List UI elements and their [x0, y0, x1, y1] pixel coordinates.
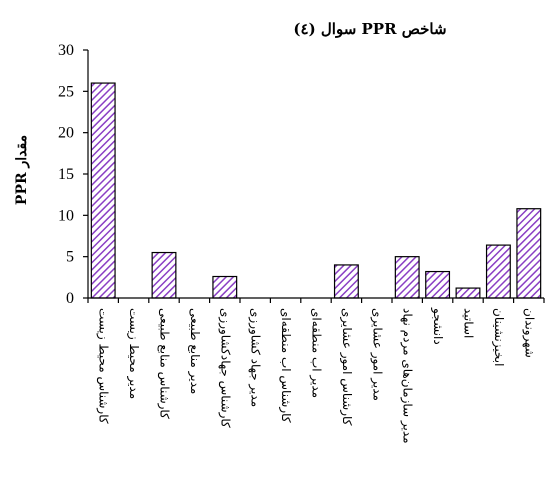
bar [212, 275, 238, 299]
bar [485, 244, 511, 299]
x-category-label: کارشناس منابع طبیعی [157, 308, 172, 419]
y-tick-label: 15 [58, 166, 74, 183]
x-category-label: کارشناس اب منطقه‌ای [278, 308, 293, 423]
x-axis: کارشناس محیط زیست مدیر محیط زیست کارشناس م… [87, 297, 545, 444]
chart-title: شاخص PPR سوال (٤) [293, 20, 446, 38]
bar [90, 82, 116, 299]
y-tick-label: 20 [58, 125, 74, 142]
y-tick-label: 0 [66, 290, 74, 307]
x-category-label: شهروندان [521, 308, 536, 358]
y-tick-label: 10 [58, 207, 74, 224]
bar [394, 256, 420, 299]
x-category-label: دانشجو [430, 307, 445, 345]
y-axis: 0 5 10 15 20 25 30 [58, 42, 89, 307]
y-axis-title: مقدار PPR [14, 135, 30, 205]
x-category-label: ابخیزنشینان [491, 308, 506, 366]
x-category-label: اساتید [462, 308, 476, 338]
bar-group [90, 82, 542, 299]
x-category-label: مدیر سازمان‌های مردم نهاد [400, 308, 415, 444]
x-category-label: کارشناس محیط زیست [96, 308, 111, 424]
y-tick-label: 25 [58, 83, 74, 100]
bar [333, 264, 359, 299]
bar [151, 251, 177, 299]
x-category-label: مدیر اب منطقه‌ای [309, 308, 324, 398]
x-category-label: کارشناس جهادکشاورزی [217, 308, 232, 428]
x-category-label: مدیر جهاد کشاورزی [248, 308, 263, 407]
x-category-label: مدیر محیط زیست [126, 308, 141, 399]
y-tick-label: 30 [58, 42, 74, 59]
bar [455, 287, 481, 299]
x-category-label: مدیر امور عشایری [369, 308, 384, 401]
x-category-label: مدیر منابع طبیعی [187, 308, 202, 394]
y-tick-label: 5 [66, 249, 74, 266]
bar [516, 208, 542, 299]
bar [425, 270, 451, 299]
x-category-label: کارشناس امور عشایری [339, 308, 354, 426]
